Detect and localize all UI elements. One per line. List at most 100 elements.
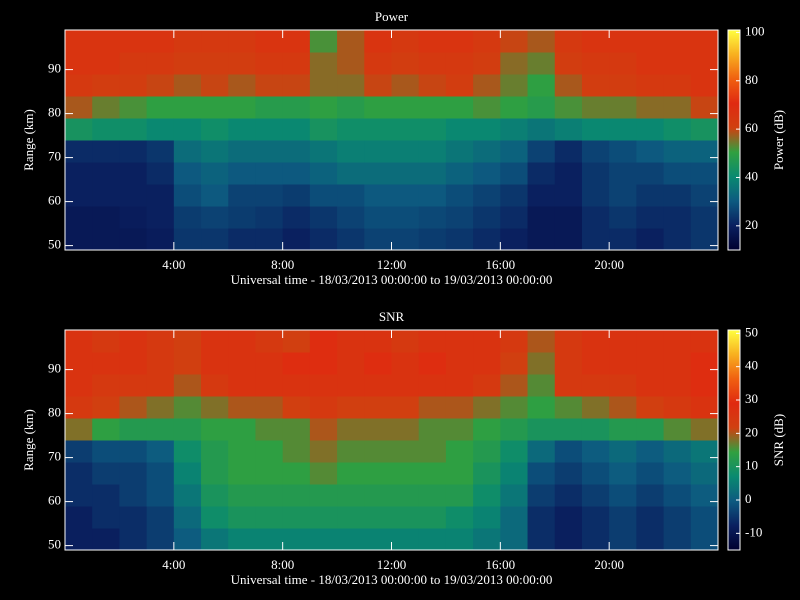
x-tick-label: 4:00	[162, 257, 185, 272]
heatmap-cell	[228, 140, 256, 163]
heatmap-cell	[527, 440, 556, 463]
heatmap-cell	[228, 52, 256, 75]
heatmap-cell	[255, 140, 284, 163]
heatmap-cell	[445, 118, 474, 141]
heatmap-cell	[282, 228, 311, 251]
heatmap-cell	[146, 528, 175, 551]
heatmap-cell	[65, 396, 93, 419]
colorbar-tick-label: 20	[745, 217, 758, 232]
heatmap-cell	[201, 440, 229, 463]
heatmap-cell	[364, 506, 392, 529]
heatmap-cell	[65, 96, 93, 119]
heatmap-cell	[255, 484, 284, 507]
heatmap-cell	[337, 228, 365, 251]
heatmap-cell	[391, 330, 420, 353]
x-tick-label: 20:00	[594, 257, 624, 272]
heatmap-cell	[201, 462, 229, 485]
heatmap-cell	[173, 96, 202, 119]
colorbar	[727, 329, 741, 551]
heatmap-cell	[445, 74, 474, 97]
heatmap-cell	[609, 30, 637, 53]
heatmap-cell	[309, 484, 338, 507]
heatmap-cell	[554, 96, 583, 119]
heatmap-cell	[418, 52, 447, 75]
heatmap-cell	[255, 52, 284, 75]
heatmap-cell	[636, 528, 665, 551]
heatmap-cell	[201, 228, 229, 251]
heatmap-cell	[282, 440, 311, 463]
heatmap-cell	[663, 52, 692, 75]
heatmap-cell	[228, 162, 256, 185]
heatmap-cell	[445, 206, 474, 229]
colorbar-tick-label: 30	[745, 391, 758, 406]
heatmap-cell	[146, 184, 175, 207]
colorbar-tick-label: 20	[745, 424, 758, 439]
heatmap-cell	[282, 352, 311, 375]
heatmap-cell	[364, 30, 392, 53]
x-tick-label: 20:00	[594, 557, 624, 572]
heatmap-cell	[554, 418, 583, 441]
heatmap-cell	[201, 484, 229, 507]
heatmap-cell	[255, 206, 284, 229]
heatmap-cell	[418, 418, 447, 441]
heatmap-cell	[92, 528, 120, 551]
heatmap-cell	[173, 418, 202, 441]
colorbar-tick-label: -10	[745, 524, 762, 539]
heatmap-cell	[609, 374, 637, 397]
heatmap-cell	[609, 484, 637, 507]
heatmap-cell	[445, 396, 474, 419]
heatmap-cell	[255, 118, 284, 141]
heatmap-cell	[255, 184, 284, 207]
heatmap-cell	[527, 374, 556, 397]
heatmap-cell	[173, 206, 202, 229]
heatmap-cell	[445, 374, 474, 397]
heatmap-cell	[690, 506, 719, 529]
heatmap-cell	[445, 330, 474, 353]
heatmap-cell	[690, 184, 719, 207]
heatmap-cell	[581, 374, 610, 397]
heatmap-cell	[146, 396, 175, 419]
heatmap-cell	[500, 162, 529, 185]
heatmap-cell	[418, 184, 447, 207]
x-tick-label: 12:00	[377, 557, 407, 572]
heatmap-cell	[364, 206, 392, 229]
heatmap-cell	[445, 528, 474, 551]
heatmap-cell	[364, 228, 392, 251]
y-tick-label: 50	[48, 537, 61, 552]
heatmap-cell	[92, 506, 120, 529]
heatmap-cell	[173, 396, 202, 419]
heatmap-cell	[255, 506, 284, 529]
heatmap-cell	[445, 30, 474, 53]
heatmap-cell	[609, 352, 637, 375]
heatmap-cell	[500, 140, 529, 163]
heatmap-cell	[663, 418, 692, 441]
heatmap-cell	[337, 52, 365, 75]
y-axis-label: Range (km)	[21, 109, 36, 171]
x-tick-label: 8:00	[271, 557, 294, 572]
heatmap-cell	[364, 374, 392, 397]
heatmap-cell	[119, 396, 148, 419]
heatmap-cell	[445, 352, 474, 375]
heatmap-cell	[445, 440, 474, 463]
heatmap-cell	[418, 396, 447, 419]
heatmap-cell	[119, 52, 148, 75]
heatmap-cell	[364, 418, 392, 441]
heatmap-cell	[554, 440, 583, 463]
heatmap-cell	[146, 96, 175, 119]
heatmap-cell	[309, 228, 338, 251]
heatmap-cell	[337, 140, 365, 163]
heatmap-cell	[337, 484, 365, 507]
heatmap-cell	[663, 484, 692, 507]
heatmap-cell	[201, 140, 229, 163]
heatmap-cell	[65, 528, 93, 551]
heatmap-cell	[282, 206, 311, 229]
y-tick-label: 90	[48, 61, 61, 76]
heatmap-cell	[92, 396, 120, 419]
heatmap-cell	[282, 528, 311, 551]
heatmap-cell	[690, 440, 719, 463]
heatmap-cell	[581, 330, 610, 353]
heatmap-cell	[201, 352, 229, 375]
heatmap-cell	[119, 30, 148, 53]
heatmap-cell	[65, 418, 93, 441]
heatmap-cell	[636, 418, 665, 441]
